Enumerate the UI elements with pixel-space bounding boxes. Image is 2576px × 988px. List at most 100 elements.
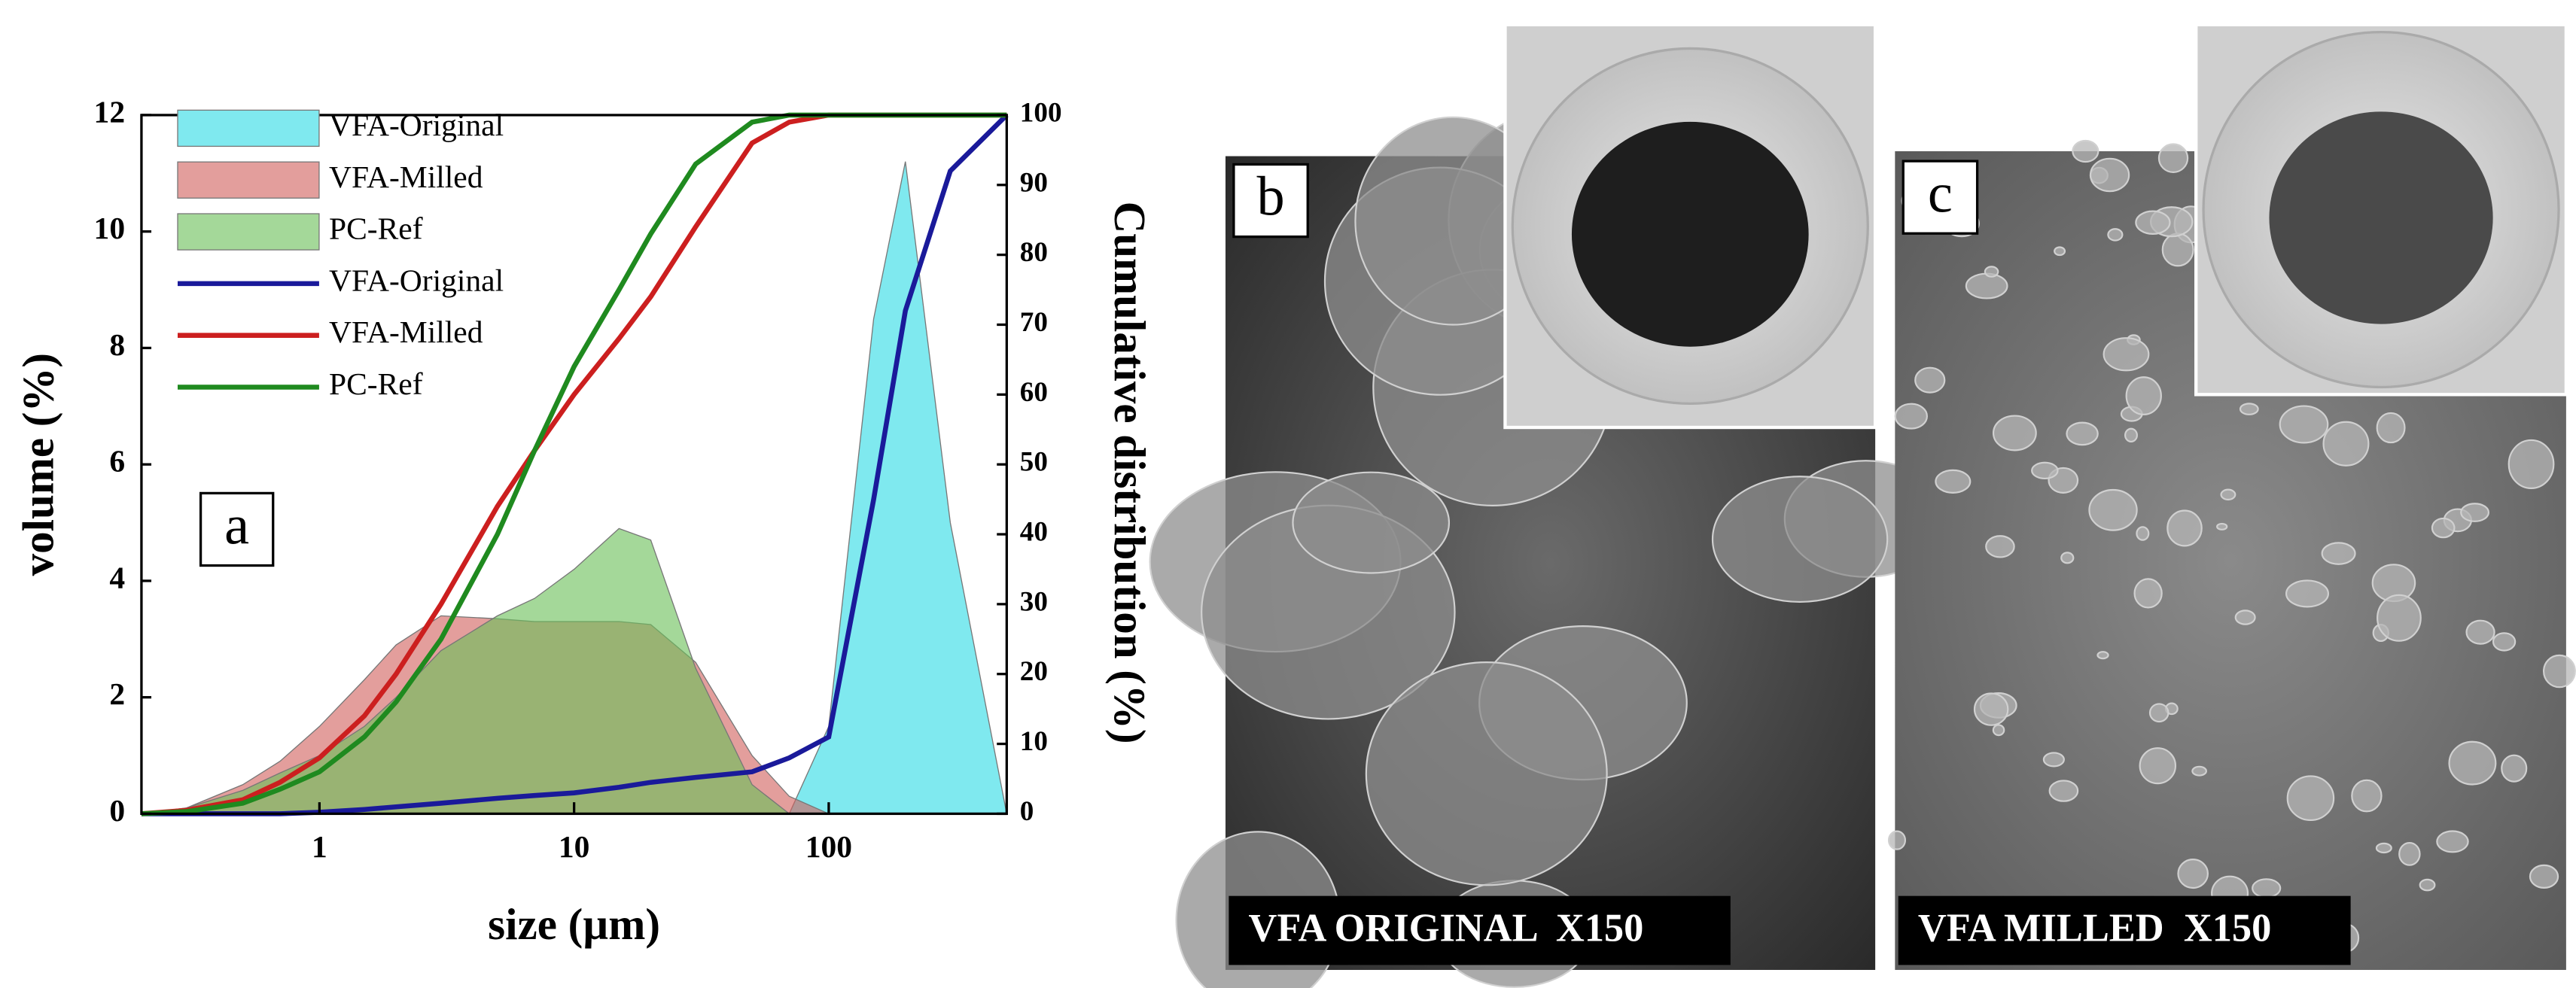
y2-tick-label: 100	[1020, 97, 1062, 128]
particle	[1973, 692, 2009, 726]
particle	[2431, 517, 2456, 539]
particle	[2376, 412, 2406, 444]
particle	[2377, 594, 2422, 642]
legend-label: PC-Ref	[329, 211, 423, 246]
particle	[2321, 542, 2356, 565]
legend-label: VFA-Original	[329, 263, 504, 297]
particle	[1992, 415, 2037, 451]
particle	[2072, 139, 2099, 163]
particle	[2465, 619, 2495, 645]
particle	[2136, 526, 2150, 541]
powder	[1571, 121, 1809, 347]
caption-box	[1898, 895, 2351, 965]
particle	[2191, 765, 2207, 777]
y2-tick-label: 90	[1020, 167, 1048, 198]
particle	[2096, 651, 2109, 660]
particle	[2252, 878, 2282, 898]
particle	[2089, 157, 2130, 193]
legend-swatch	[177, 161, 320, 199]
y2-tick-label: 10	[1020, 726, 1048, 757]
particle	[1365, 661, 1608, 886]
y-tick-label: 10	[94, 211, 126, 245]
y2-tick-label: 0	[1020, 796, 1034, 827]
particle	[2088, 488, 2138, 531]
particle	[2166, 509, 2203, 547]
particle	[2492, 632, 2517, 652]
particle	[1985, 535, 2015, 558]
x-tick-label: 10	[559, 829, 590, 864]
particle	[2398, 842, 2421, 866]
particle	[2139, 747, 2177, 785]
particle	[2351, 779, 2383, 813]
y-tick-label: 0	[109, 793, 125, 828]
particle	[2157, 143, 2189, 173]
particle	[2542, 654, 2576, 689]
particle	[1711, 476, 1889, 603]
particle	[2161, 233, 2194, 267]
particle	[2048, 780, 2079, 802]
x-axis-label: size (µm)	[488, 899, 660, 949]
y2-tick-label: 30	[1020, 586, 1048, 617]
legend-label: VFA-Milled	[329, 315, 483, 349]
particle	[2507, 439, 2555, 489]
particle	[2286, 775, 2335, 822]
panel-label-box	[1902, 160, 1979, 235]
particle	[1887, 830, 1907, 850]
particle	[1914, 366, 1946, 394]
legend-label: PC-Ref	[329, 366, 423, 401]
y2-tick-label: 40	[1020, 517, 1048, 548]
particle	[2107, 228, 2124, 242]
y2-tick-label: 50	[1020, 447, 1048, 478]
y-axis-label: volume (%)	[13, 353, 62, 576]
y2-tick-label: 20	[1020, 656, 1048, 687]
particle	[2234, 610, 2256, 625]
particle	[1935, 469, 1972, 494]
particle	[2419, 878, 2436, 892]
panel-label: b	[1256, 166, 1284, 228]
particle	[2501, 754, 2528, 783]
particle	[2031, 461, 2059, 480]
y2-tick-label: 60	[1020, 377, 1048, 408]
particle	[2148, 703, 2170, 723]
y2-tick-label: 70	[1020, 307, 1048, 338]
panel-label: a	[224, 495, 249, 557]
particle	[2060, 552, 2075, 564]
particle	[2125, 376, 2162, 415]
legend-label: VFA-Milled	[329, 160, 483, 194]
particle	[1992, 724, 2005, 737]
particle	[2216, 522, 2228, 530]
particle	[2124, 427, 2138, 443]
legend-label: VFA-Original	[329, 108, 504, 142]
particle	[2436, 830, 2469, 853]
particle	[2285, 579, 2329, 608]
particle	[2279, 405, 2329, 444]
particle	[1984, 266, 1999, 278]
particle	[2460, 503, 2490, 522]
particle	[2220, 488, 2236, 501]
legend-swatch	[177, 213, 320, 251]
particle	[2448, 740, 2497, 786]
particle	[1894, 403, 1929, 430]
caption-box	[1229, 895, 1731, 965]
y2-tick-label: 80	[1020, 237, 1048, 268]
y-tick-label: 8	[109, 327, 125, 362]
caption: VFA ORIGINAL X150	[1249, 907, 1644, 950]
powder	[2269, 111, 2493, 324]
particle	[2103, 337, 2150, 372]
x-tick-label: 100	[805, 829, 852, 864]
particle	[2177, 859, 2209, 889]
particle	[2322, 421, 2370, 467]
image-panels: b VFA ORIGINAL X150 c VFA MILLED X150	[1149, 23, 2576, 988]
y2-axis-label: Cumulative distribution (%)	[1105, 202, 1155, 744]
particle	[1292, 471, 1451, 574]
particle	[2375, 842, 2392, 854]
particle	[2054, 246, 2066, 257]
panel-label-box	[199, 491, 275, 567]
particle	[2042, 752, 2065, 768]
particle	[2135, 210, 2171, 235]
particle	[2066, 421, 2099, 446]
panel-label: c	[1928, 163, 1953, 224]
y-tick-label: 12	[94, 94, 126, 129]
